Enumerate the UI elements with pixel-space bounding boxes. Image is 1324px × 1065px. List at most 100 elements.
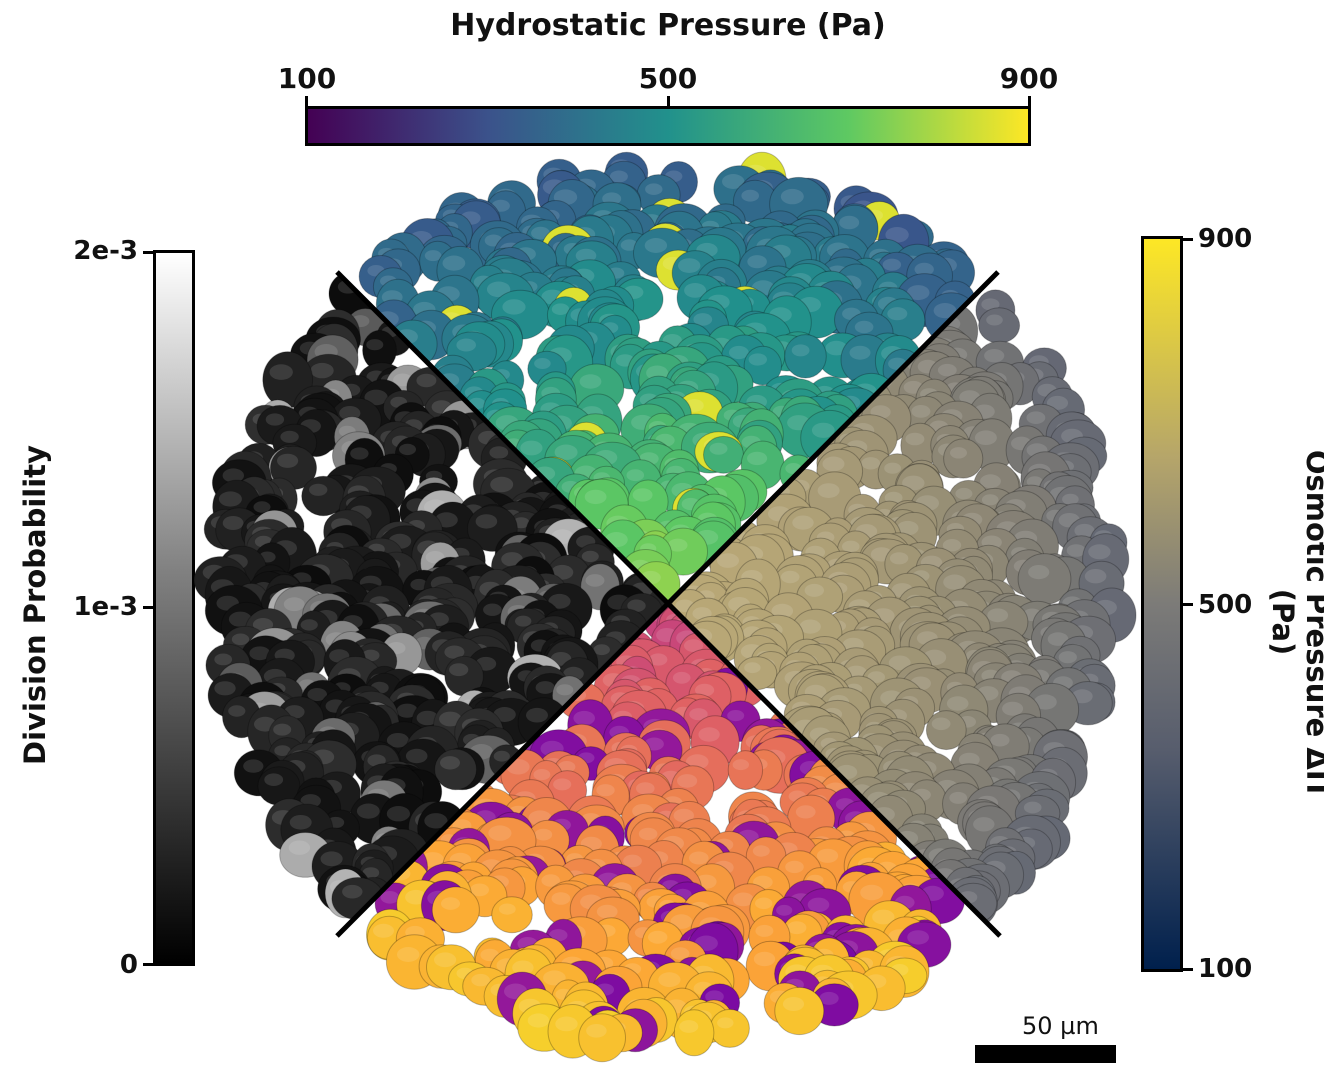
cell <box>703 435 744 474</box>
cell-highlight <box>575 248 597 263</box>
cell-highlight <box>367 754 386 767</box>
cell-highlight <box>483 603 502 616</box>
division-probability-colorbar <box>153 250 195 966</box>
cell-highlight <box>243 759 264 773</box>
cell-highlight <box>549 929 568 942</box>
cell-highlight <box>679 1020 699 1033</box>
cell-highlight <box>439 711 462 727</box>
cell-highlight <box>554 444 578 460</box>
cell-highlight <box>444 645 465 659</box>
cell-highlight <box>785 860 804 874</box>
cell-highlight <box>799 619 821 634</box>
cell-highlight <box>265 413 285 426</box>
cell-highlight <box>586 1024 607 1038</box>
cell-highlight <box>705 990 724 1003</box>
cell-highlight <box>362 649 380 662</box>
cell-highlight <box>677 774 698 788</box>
cell-highlight <box>362 867 380 879</box>
cell-highlight <box>658 972 681 988</box>
cell-highlight <box>717 1017 734 1029</box>
cell-highlight <box>416 373 437 388</box>
cell-highlight <box>584 489 607 505</box>
cell-highlight <box>253 501 271 513</box>
cell-highlight <box>526 707 548 723</box>
cell-highlight <box>885 227 909 243</box>
cell-highlight <box>870 405 891 419</box>
cell-highlight <box>636 782 655 795</box>
cell-highlight <box>860 884 884 901</box>
cell-highlight <box>670 914 693 929</box>
cell-highlight <box>424 813 448 829</box>
cell-highlight <box>405 748 428 764</box>
cell-highlight <box>755 897 773 910</box>
cell-highlight <box>502 299 526 315</box>
cell-highlight <box>884 462 901 474</box>
cell-highlight <box>1074 523 1095 538</box>
cell-highlight <box>888 655 911 671</box>
cell-highlight <box>269 364 293 380</box>
top-tickmark <box>667 96 670 106</box>
cell-highlight <box>456 338 477 352</box>
cell-highlight <box>527 1013 550 1028</box>
cell-highlight <box>283 597 305 612</box>
cell-highlight <box>981 494 999 506</box>
cell-highlight <box>686 754 709 770</box>
hydrostatic-pressure-title: Hydrostatic Pressure (Pa) <box>450 8 886 43</box>
cell-highlight <box>632 488 653 502</box>
cell-highlight <box>717 553 739 568</box>
cell-highlight <box>1002 701 1024 716</box>
cell-highlight <box>722 174 745 189</box>
cell-highlight <box>548 593 571 609</box>
cell-highlight <box>356 803 380 819</box>
osmotic-pressure-colorbar <box>1141 236 1183 972</box>
cell-highlight <box>645 183 663 195</box>
cell-highlight <box>811 422 835 438</box>
right-tickmark <box>1183 603 1193 606</box>
cell-highlight <box>906 285 930 301</box>
cell <box>784 334 827 379</box>
cell-highlight <box>1034 694 1057 710</box>
top-tick-100: 100 <box>277 62 337 95</box>
cell-highlight <box>1062 493 1079 505</box>
cell-highlight <box>1026 476 1043 488</box>
cell-highlight <box>553 778 572 791</box>
cell-highlight <box>441 897 460 910</box>
cell-highlight <box>981 298 1000 311</box>
cell-highlight <box>780 188 804 205</box>
cell-highlight <box>747 255 767 269</box>
cell-highlight <box>551 892 571 905</box>
cell-highlight <box>872 909 895 925</box>
cell-highlight <box>854 320 874 334</box>
cell-highlight <box>486 281 511 298</box>
cell-highlight <box>986 314 1003 326</box>
cell-highlight <box>807 897 830 912</box>
cell-highlight <box>386 806 410 822</box>
cell-highlight <box>942 539 962 552</box>
cell-highlight <box>488 825 512 841</box>
cell-highlight <box>795 805 816 819</box>
cell <box>978 307 1021 344</box>
cell-highlight <box>861 457 881 470</box>
cell-highlight <box>1088 544 1111 560</box>
cell <box>709 1008 750 1048</box>
cell-highlight <box>249 646 271 661</box>
cell-highlight <box>380 891 400 904</box>
cell-highlight <box>596 784 615 797</box>
cell-highlight <box>386 733 409 748</box>
cell-highlight <box>623 854 642 868</box>
cell-highlight <box>842 540 860 553</box>
cell-highlight <box>732 892 754 907</box>
cell-highlight <box>648 930 668 944</box>
cell <box>925 710 967 751</box>
cell-highlight <box>222 516 244 530</box>
cell-highlight <box>782 997 805 1011</box>
scale-bar-label: 50 µm <box>1022 1012 1099 1040</box>
cell-highlight <box>889 552 909 565</box>
cell-highlight <box>490 476 514 493</box>
hydrostatic-sector <box>358 151 979 605</box>
cell-highlight <box>974 430 997 446</box>
cell-highlight <box>534 828 553 841</box>
cell-highlight <box>350 447 369 460</box>
cell-highlight <box>1028 565 1050 580</box>
cell-highlight <box>1047 632 1069 646</box>
